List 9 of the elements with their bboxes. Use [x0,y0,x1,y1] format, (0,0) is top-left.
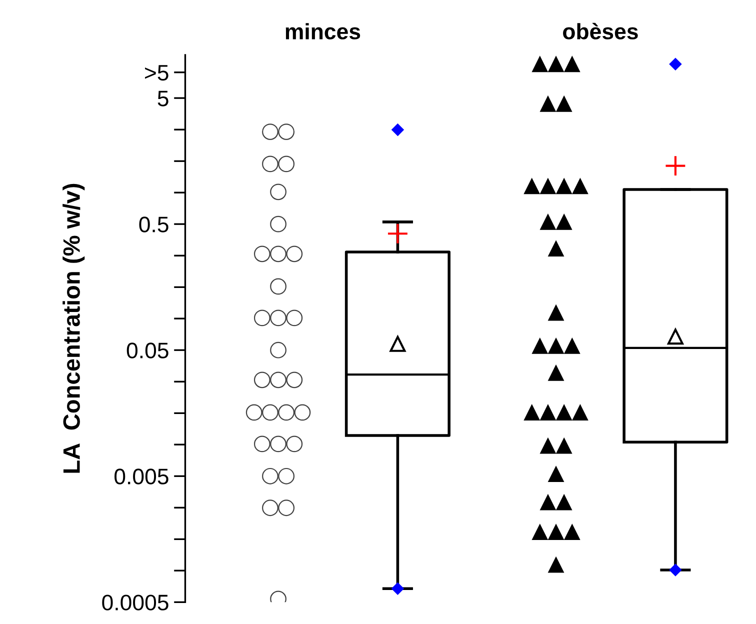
y-tick-label: 0.005 [114,468,168,484]
x-tick-label: obèses [563,22,638,40]
x-tick-label: minces [286,23,360,40]
y-tick-label: 0.05 [126,342,168,358]
y-tick-label: 0.0005 [102,594,168,610]
y-tick-label: >5 [145,65,168,81]
y-axis-title: LA Concentration (% w/v) [62,184,85,473]
y-tick-label: 5 [158,90,168,106]
y-tick-label: 0.5 [139,216,168,232]
